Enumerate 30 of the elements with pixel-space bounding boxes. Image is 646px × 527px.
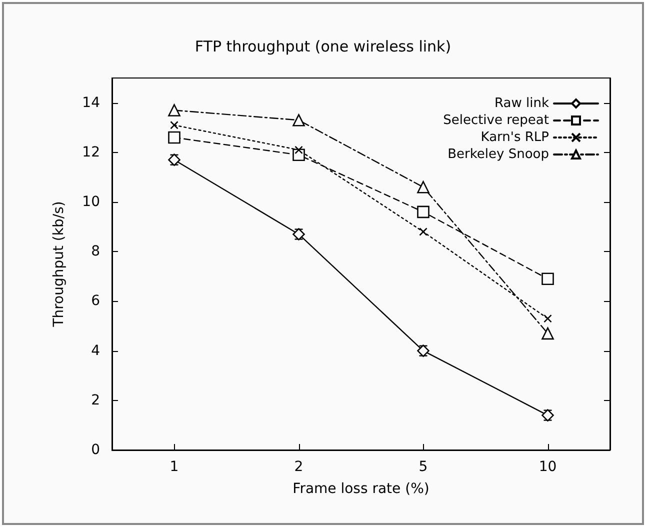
point — [417, 180, 430, 194]
y-tick-label: 10 — [82, 194, 100, 210]
point — [417, 206, 430, 218]
legend-label: Selective repeat — [443, 113, 549, 128]
point — [168, 104, 180, 116]
x-axis-title: Frame loss rate (%) — [292, 481, 430, 497]
x-tick-label: 10 — [538, 459, 557, 475]
point — [419, 228, 428, 236]
point — [294, 146, 303, 154]
point — [292, 114, 305, 126]
x-tick-label: 2 — [294, 459, 304, 475]
chart-title: FTP throughput (one wireless link) — [194, 38, 452, 56]
y-tick-label: 12 — [82, 144, 100, 160]
point — [168, 131, 180, 144]
legend-label: Raw link — [494, 96, 550, 111]
y-tick-label: 2 — [91, 392, 100, 408]
y-tick-label: 6 — [91, 293, 100, 310]
y-axis-title: Throughput (kb/s) — [51, 201, 67, 328]
legend-label: Berkeley Snoop — [448, 147, 549, 162]
y-tick-label: 14 — [82, 94, 100, 111]
x-tick-label: 1 — [170, 459, 179, 475]
y-tick-label: 0 — [91, 442, 100, 458]
point — [544, 314, 552, 323]
y-tick-label: 4 — [91, 342, 100, 359]
legend-label: Karn's RLP — [480, 130, 550, 145]
point — [542, 272, 554, 286]
point — [542, 327, 554, 340]
point — [170, 120, 178, 130]
x-tick-label: 5 — [418, 459, 428, 475]
y-tick-label: 8 — [91, 244, 100, 260]
